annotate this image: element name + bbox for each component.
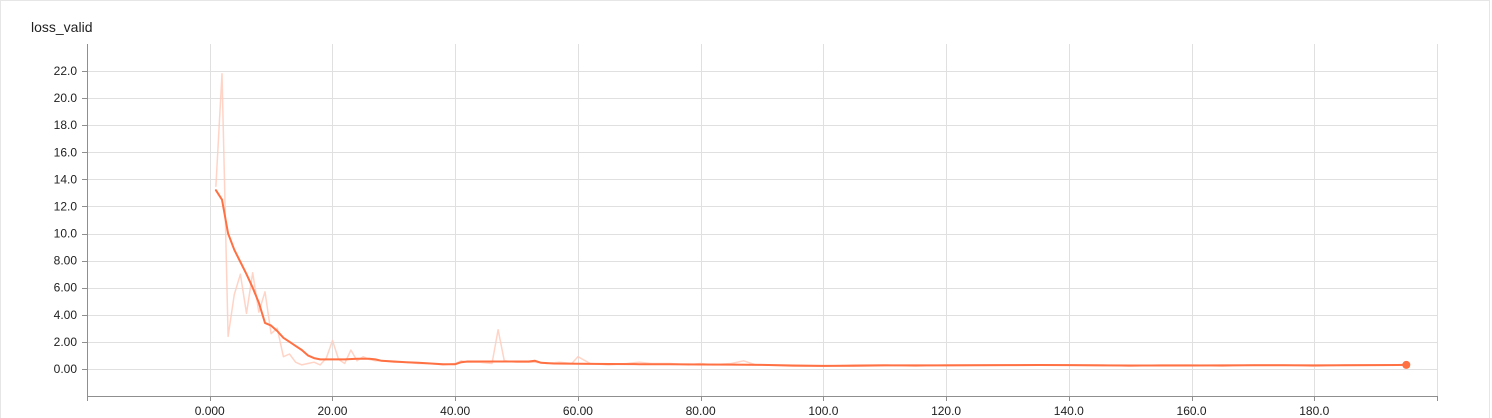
y-tick-label: 0.00 — [54, 362, 78, 376]
x-tick-label: 140.0 — [1054, 404, 1084, 418]
y-tick-label: 22.0 — [54, 64, 78, 78]
chart-title: loss_valid — [31, 19, 93, 35]
x-tick-labels: 0.000 20.00 40.00 60.00 80.00 100.0 120.0 140.0… — [195, 404, 1330, 418]
y-tick-label: 20.0 — [54, 91, 78, 105]
y-tick-label: 12.0 — [54, 199, 78, 213]
grid-lines — [87, 44, 1438, 396]
y-tick-label: 2.00 — [54, 335, 78, 349]
raw-series-line — [215, 73, 1408, 367]
y-tick-label: 18.0 — [54, 118, 78, 132]
x-tick-label: 160.0 — [1177, 404, 1207, 418]
y-tick-label: 16.0 — [54, 145, 78, 159]
y-tick-label: 4.00 — [54, 308, 78, 322]
axes — [82, 44, 1438, 401]
x-tick-label: 60.00 — [563, 404, 593, 418]
y-tick-label: 6.00 — [54, 281, 78, 295]
series-lines — [214, 73, 1411, 369]
y-tick-label: 8.00 — [54, 254, 78, 268]
x-tick-label: 180.0 — [1299, 404, 1329, 418]
y-tick-label: 10.0 — [54, 227, 78, 241]
last-point-marker — [1402, 360, 1411, 369]
x-tick-label: 80.00 — [686, 404, 716, 418]
y-tick-labels: 0.00 2.00 4.00 6.00 8.00 10.0 12.0 14.0 16.0 18.0… — [54, 64, 78, 376]
x-tick-label: 20.00 — [317, 404, 347, 418]
x-tick-label: 0.000 — [195, 404, 225, 418]
y-tick-label: 14.0 — [54, 172, 78, 186]
smoothed-series-line — [214, 189, 1408, 367]
x-tick-label: 100.0 — [808, 404, 838, 418]
x-tick-label: 40.00 — [440, 404, 470, 418]
x-tick-label: 120.0 — [931, 404, 961, 418]
